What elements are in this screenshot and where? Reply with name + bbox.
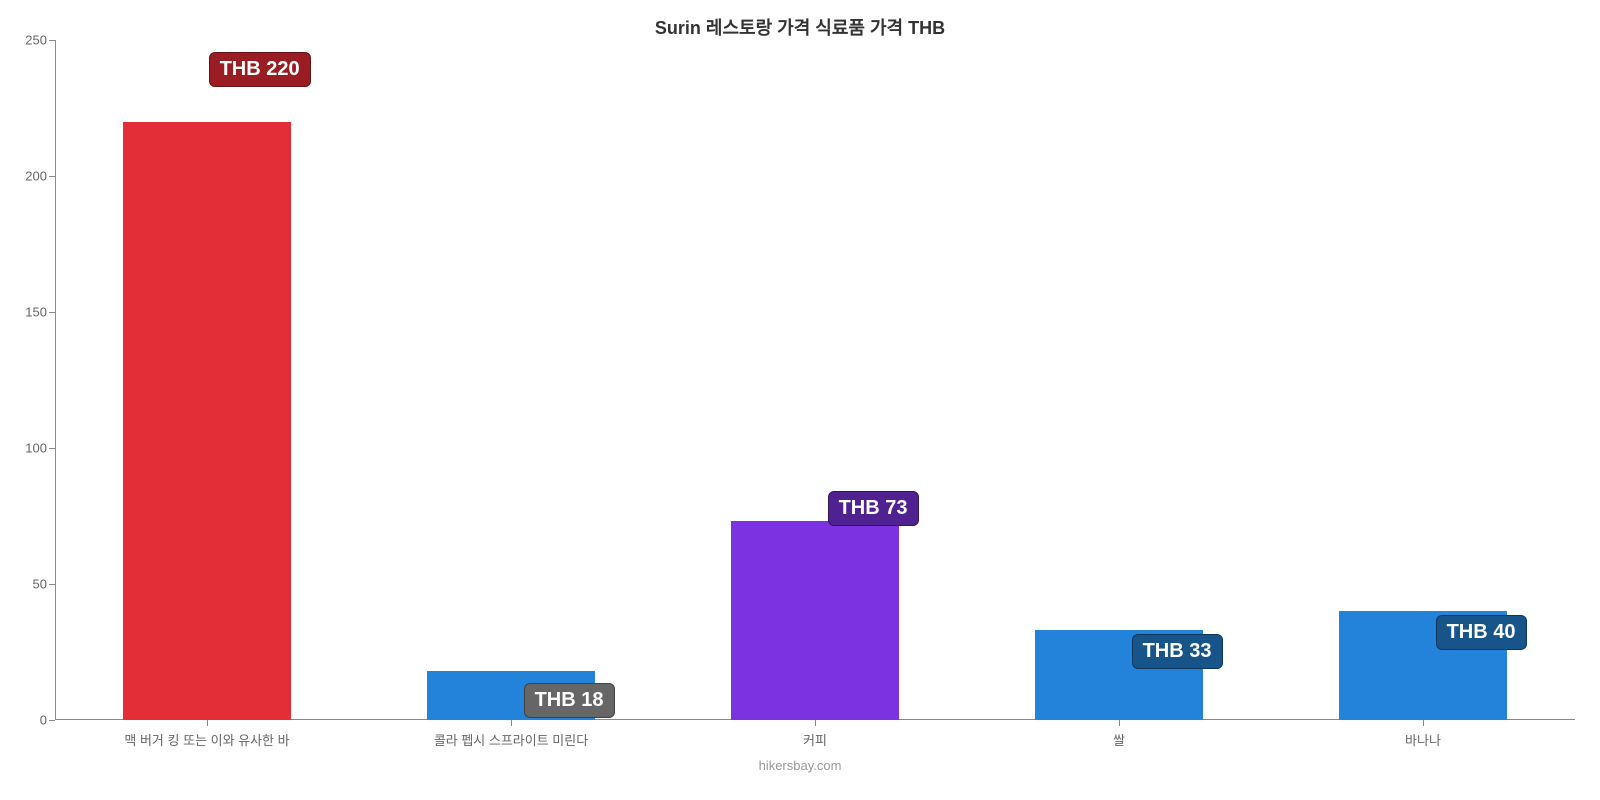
x-tick bbox=[815, 720, 816, 726]
bar-value-label: THB 18 bbox=[524, 683, 615, 718]
y-tick-label: 50 bbox=[33, 577, 55, 592]
y-tick-label: 100 bbox=[25, 441, 55, 456]
x-tick bbox=[1423, 720, 1424, 726]
x-tick bbox=[511, 720, 512, 726]
chart-attribution: hikersbay.com bbox=[0, 758, 1600, 773]
bar bbox=[123, 122, 290, 720]
x-tick bbox=[207, 720, 208, 726]
bar-value-label: THB 33 bbox=[1132, 634, 1223, 669]
bar bbox=[731, 521, 898, 720]
y-axis-line bbox=[55, 40, 56, 720]
x-tick bbox=[1119, 720, 1120, 726]
bar-value-label: THB 40 bbox=[1436, 615, 1527, 650]
y-tick-label: 150 bbox=[25, 305, 55, 320]
y-tick-label: 0 bbox=[40, 713, 55, 728]
chart-title: Surin 레스토랑 가격 식료품 가격 THB bbox=[0, 14, 1600, 40]
bar-value-label: THB 73 bbox=[828, 491, 919, 526]
y-tick-label: 200 bbox=[25, 169, 55, 184]
chart-plot-area: 050100150200250THB 220맥 버거 킹 또는 이와 유사한 바… bbox=[55, 40, 1575, 720]
bar-value-label: THB 220 bbox=[209, 52, 311, 87]
y-tick-label: 250 bbox=[25, 33, 55, 48]
